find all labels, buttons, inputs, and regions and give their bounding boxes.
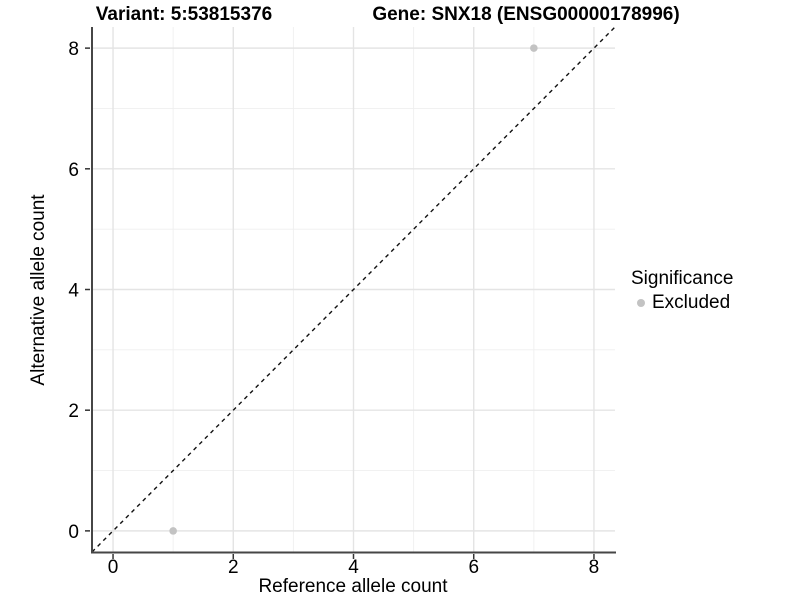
y-tick-label: 6 — [68, 160, 79, 181]
data-point — [530, 44, 538, 52]
y-tick-label: 8 — [68, 39, 79, 60]
y-tick-label: 2 — [68, 401, 79, 422]
x-tick-label: 4 — [348, 557, 359, 578]
x-tick-label: 2 — [228, 557, 239, 578]
legend: Significance Excluded — [628, 268, 734, 314]
legend-entry-label: Excluded — [652, 291, 731, 313]
y-tick-label: 0 — [68, 522, 79, 543]
plot-title-variant: Variant: 5:53815376 — [95, 4, 273, 25]
y-tick-label: 4 — [68, 281, 79, 302]
x-tick-label: 6 — [468, 557, 479, 578]
legend-title: Significance — [631, 268, 734, 289]
data-point — [169, 527, 177, 535]
x-axis-title: Reference allele count — [258, 576, 448, 597]
legend-key-dot-icon — [637, 298, 645, 307]
legend-entry: Excluded — [628, 292, 733, 314]
plot-title-gene: Gene: SNX18 (ENSG00000178996) — [372, 4, 680, 25]
x-tick-label: 8 — [589, 557, 600, 578]
x-tick-label: 0 — [108, 557, 119, 578]
identity-line — [91, 26, 616, 553]
y-axis-title: Alternative allele count — [28, 194, 49, 386]
